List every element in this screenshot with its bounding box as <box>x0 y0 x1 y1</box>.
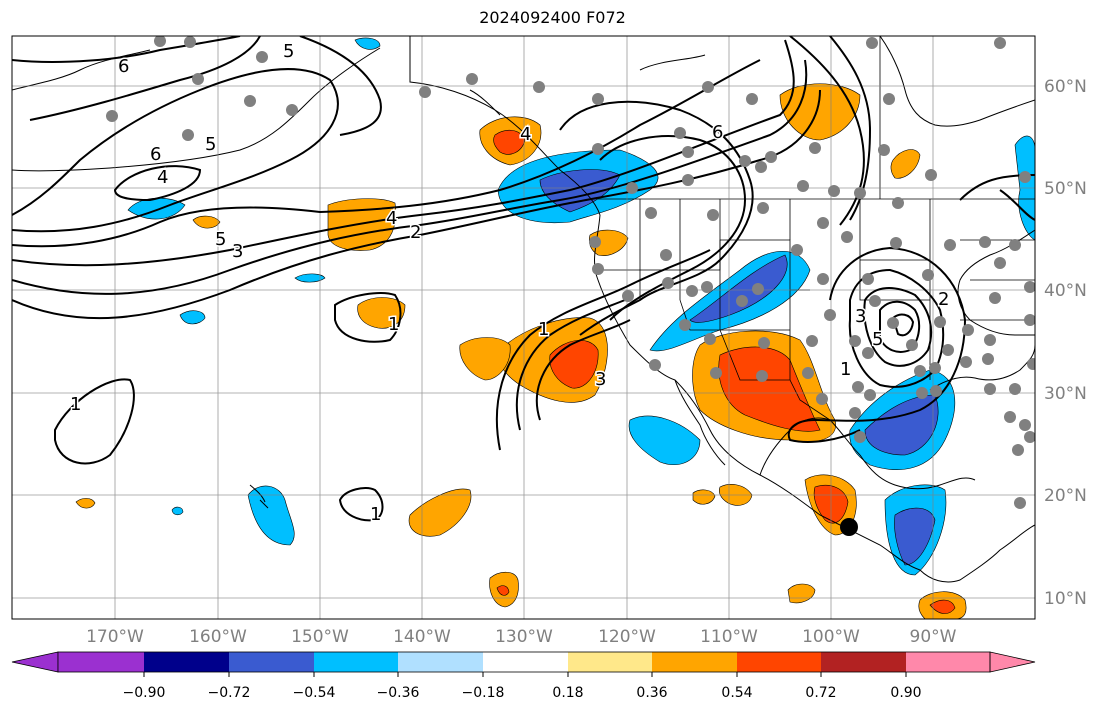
contour-label: 4 <box>157 167 168 188</box>
colorbar-tick-label: −0.72 <box>208 685 251 701</box>
contour-label: 1 <box>388 314 399 335</box>
lat-label: 10°N <box>1044 589 1087 609</box>
lon-label: 110°W <box>700 627 758 647</box>
lon-label: 170°W <box>86 627 144 647</box>
lat-label: 30°N <box>1044 384 1087 404</box>
lon-label: 160°W <box>189 627 247 647</box>
contour-label: 3 <box>855 306 866 327</box>
lon-label: 120°W <box>598 627 656 647</box>
colorbar-tick-label: −0.54 <box>293 685 336 701</box>
colorbar-tick-label: −0.18 <box>462 685 505 701</box>
colorbar-segment <box>58 652 144 672</box>
coastlines <box>12 36 1035 583</box>
lon-label: 130°W <box>495 627 553 647</box>
colorbar-segment <box>568 652 652 672</box>
longitude-labels: 170°W 160°W 150°W 140°W 130°W 120°W 110°… <box>86 627 957 647</box>
colorbar: −0.90 −0.72 −0.54 −0.36 −0.18 0.18 0.36 … <box>11 651 1036 701</box>
contour-label: 6 <box>712 122 723 143</box>
contour-label: 5 <box>872 329 883 350</box>
colorbar-tick-label: 0.54 <box>721 685 752 701</box>
lat-label: 50°N <box>1044 179 1087 199</box>
storm-center-marker <box>840 518 858 536</box>
colorbar-extend-right <box>989 651 1036 673</box>
lon-label: 150°W <box>291 627 349 647</box>
contour-label: 2 <box>410 222 421 243</box>
contour-label: 2 <box>938 289 949 310</box>
lat-label: 20°N <box>1044 486 1087 506</box>
contour-label: 4 <box>520 124 531 145</box>
contour-label: 1 <box>840 359 851 380</box>
contour-label: 5 <box>215 229 226 250</box>
lon-label: 100°W <box>802 627 860 647</box>
colorbar-tick-label: −0.36 <box>377 685 420 701</box>
colorbar-tick-label: −0.90 <box>123 685 166 701</box>
colorbar-segment <box>314 652 398 672</box>
contour-label: 5 <box>283 41 294 62</box>
lon-label: 90°W <box>910 627 957 647</box>
lat-label: 40°N <box>1044 281 1087 301</box>
colorbar-segment <box>906 652 990 672</box>
contour-label: 1 <box>538 319 549 340</box>
map-panel: 6 5 6 5 4 5 3 4 2 6 1 1 3 1 1 3 5 2 1 4 <box>12 36 1035 619</box>
colorbar-segment <box>483 652 568 672</box>
contour-label: 4 <box>386 208 397 229</box>
colorbar-segment <box>398 652 483 672</box>
colorbar-segment <box>652 652 737 672</box>
map-frame <box>11 35 1036 620</box>
lon-label: 140°W <box>393 627 451 647</box>
contour-label: 3 <box>232 241 243 262</box>
colorbar-tick-label: 0.90 <box>890 685 921 701</box>
colorbar-tick-label: 0.18 <box>552 685 583 701</box>
colorbar-tick-label: 0.72 <box>805 685 836 701</box>
contour-label: 6 <box>150 144 161 165</box>
colorbar-extend-left <box>11 651 59 673</box>
station-markers <box>106 36 1035 509</box>
map-title: 2024092400 F072 <box>479 8 626 27</box>
colorbar-segment <box>229 652 314 672</box>
contour-label: 1 <box>70 394 81 415</box>
colorbar-segment <box>821 652 906 672</box>
colorbar-segment <box>737 652 821 672</box>
contour-label: 5 <box>205 134 216 155</box>
latitude-labels: 60°N 50°N 40°N 30°N 20°N 10°N <box>1044 77 1087 609</box>
colorbar-tick-label: 0.36 <box>636 685 667 701</box>
lat-label: 60°N <box>1044 77 1087 97</box>
contour-label: 3 <box>595 369 606 390</box>
contour-labels: 6 5 6 5 4 5 3 4 2 6 1 1 3 1 1 3 5 2 1 4 <box>69 40 951 527</box>
colorbar-segment <box>144 652 229 672</box>
contour-label: 1 <box>370 504 381 525</box>
contour-label: 6 <box>118 56 129 77</box>
